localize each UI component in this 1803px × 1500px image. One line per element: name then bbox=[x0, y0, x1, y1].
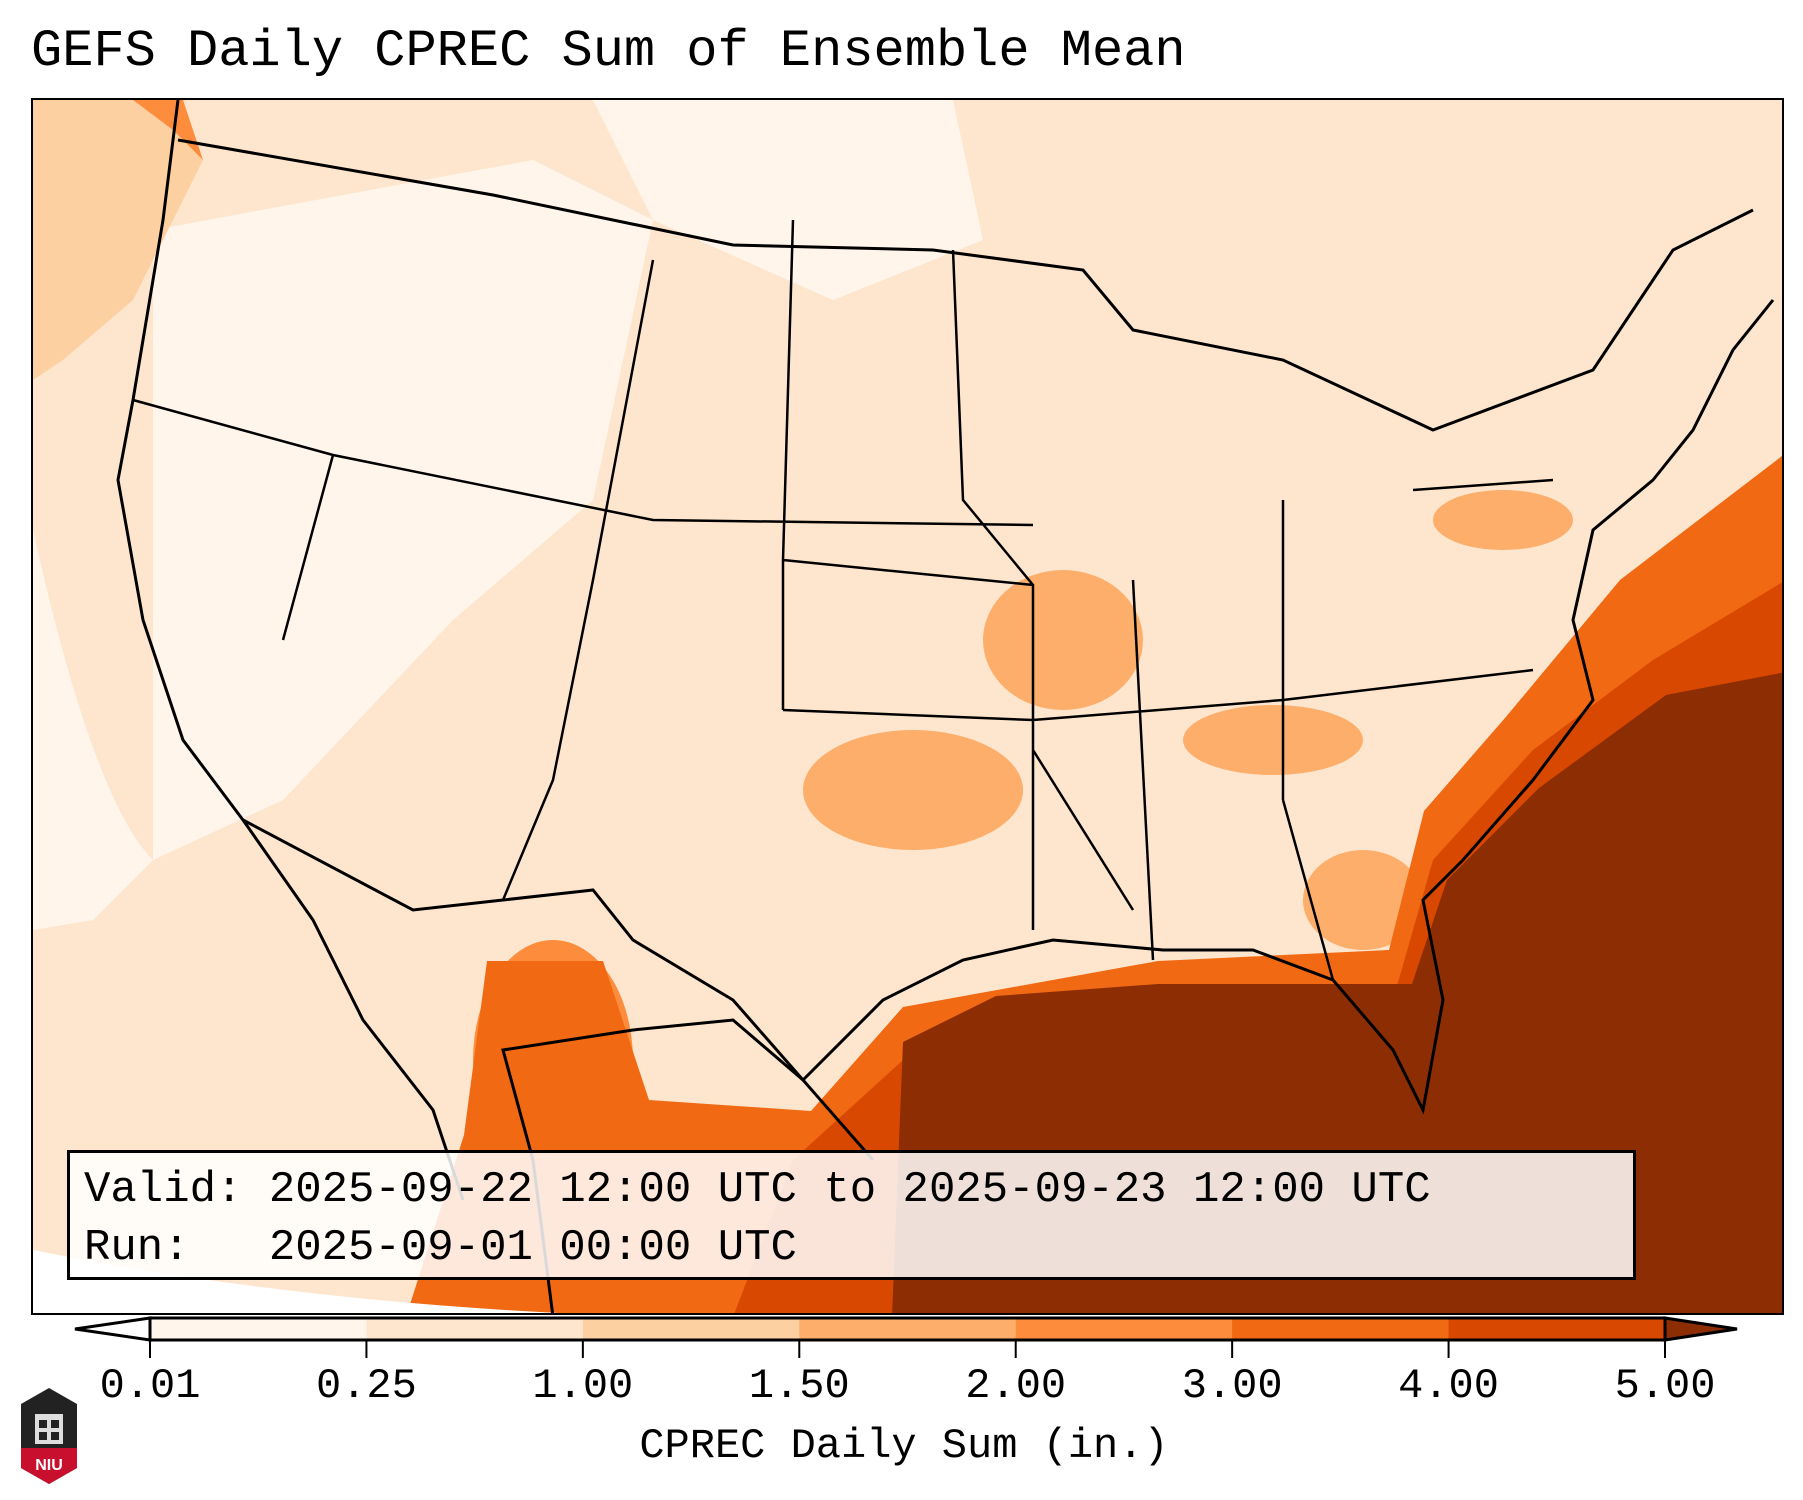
field-patch-mo bbox=[983, 570, 1143, 710]
field-pacific-orange bbox=[33, 100, 203, 380]
precipitation-map bbox=[31, 98, 1784, 1315]
coastline bbox=[116, 100, 1775, 1313]
border-canada bbox=[177, 138, 1754, 432]
valid-value: 2025-09-22 12:00 UTC to 2025-09-23 12:00… bbox=[268, 1165, 1431, 1215]
colorbar-segment bbox=[582, 1318, 800, 1340]
colorbar-tick-label: 2.00 bbox=[965, 1362, 1067, 1410]
colorbar-segment bbox=[150, 1318, 367, 1340]
colorbar bbox=[74, 1316, 1738, 1358]
field-light-west bbox=[153, 160, 653, 860]
field-patch-ga bbox=[1303, 850, 1423, 950]
field-patch-tn bbox=[1183, 705, 1363, 775]
run-label: Run: bbox=[84, 1223, 190, 1273]
validity-info-box: Valid: 2025-09-22 12:00 UTC to 2025-09-2… bbox=[67, 1150, 1636, 1280]
svg-text:NIU: NIU bbox=[35, 1457, 63, 1474]
field-patch-ok bbox=[803, 730, 1023, 850]
colorbar-under-arrow bbox=[74, 1316, 152, 1342]
colorbar-segment bbox=[1448, 1318, 1666, 1340]
border-mexico bbox=[242, 818, 875, 1161]
field-pacific-orange2 bbox=[133, 100, 203, 160]
colorbar-tick-label: 1.50 bbox=[748, 1362, 850, 1410]
run-value: 2025-09-01 00:00 UTC bbox=[268, 1223, 797, 1273]
colorbar-segment bbox=[1232, 1318, 1450, 1340]
colorbar-tick-label: 3.00 bbox=[1181, 1362, 1283, 1410]
colorbar-segment bbox=[366, 1318, 584, 1340]
colorbar-tick-label: 0.25 bbox=[316, 1362, 417, 1410]
outside-domain-left bbox=[33, 530, 153, 930]
field-patch-pa bbox=[1433, 490, 1573, 550]
niu-logo: NIU bbox=[21, 1388, 77, 1484]
valid-label: Valid: bbox=[84, 1165, 243, 1215]
chart-title: GEFS Daily CPREC Sum of Ensemble Mean bbox=[31, 22, 1186, 81]
colorbar-segment bbox=[1015, 1318, 1233, 1340]
colorbar-tick-label: 0.01 bbox=[99, 1362, 201, 1410]
colorbar-over-arrow bbox=[1663, 1316, 1738, 1342]
colorbar-frame bbox=[148, 1316, 1667, 1342]
colorbar-segment bbox=[799, 1318, 1017, 1340]
colorbar-tick-label: 4.00 bbox=[1398, 1362, 1499, 1410]
outside-domain bbox=[33, 1250, 559, 1313]
state-lines bbox=[132, 219, 1554, 981]
colorbar-tick-label: 1.00 bbox=[532, 1362, 634, 1410]
colorbar-tick-label: 5.00 bbox=[1614, 1362, 1716, 1410]
colorbar-label: CPREC Daily Sum (in.) bbox=[639, 1422, 1169, 1470]
